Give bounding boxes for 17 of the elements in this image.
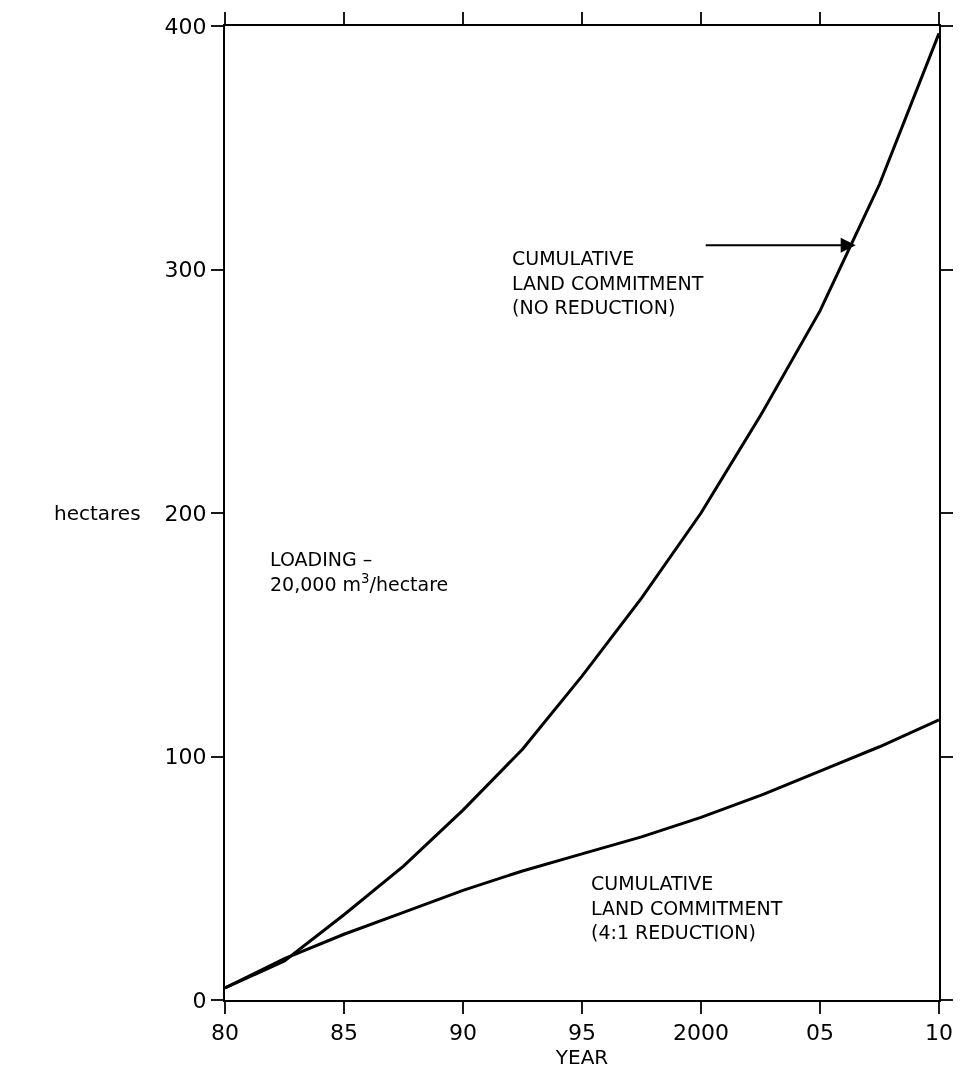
y-tick-label: 0	[192, 987, 207, 1013]
x-tick-label: 95	[568, 1020, 596, 1046]
y-tick-label: 400	[164, 13, 207, 39]
x-axis-title: YEAR	[554, 1045, 609, 1070]
x-tick-label: 2000	[673, 1020, 729, 1046]
y-tick-label: 300	[164, 257, 207, 283]
y-axis-title: hectares	[54, 501, 141, 525]
annotation: CUMULATIVE LAND COMMITMENT (NO REDUCTION)	[512, 247, 704, 319]
x-tick-label: 05	[806, 1020, 834, 1046]
x-tick-label: 85	[330, 1020, 358, 1046]
y-tick-label: 100	[164, 744, 207, 770]
y-tick-label: 200	[164, 500, 207, 526]
x-tick-label: 90	[449, 1020, 477, 1046]
x-tick-label: 80	[211, 1020, 239, 1046]
annotation: LOADING – 20,000 m$^{3}$/hectare	[270, 548, 449, 595]
x-tick-label: 10	[925, 1020, 953, 1046]
annotation: CUMULATIVE LAND COMMITMENT (4:1 REDUCTION)	[591, 872, 783, 944]
